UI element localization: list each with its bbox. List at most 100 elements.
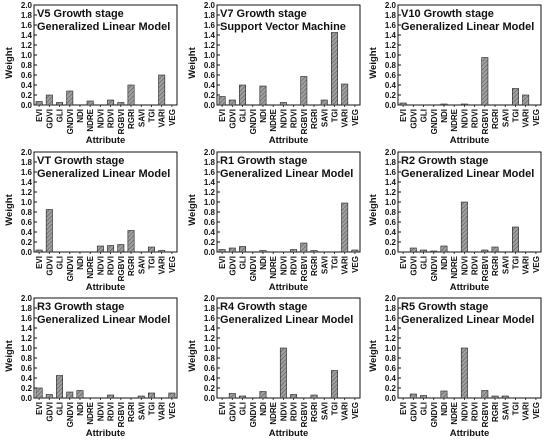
x-tick-label: EVI (35, 109, 44, 122)
y-tick-label: 0.8 (204, 354, 216, 363)
x-tick-label: RDVI (471, 402, 480, 421)
bar-vari (158, 250, 166, 253)
bar-gli (56, 375, 63, 399)
y-tick-label: 0.6 (204, 364, 216, 373)
bar-gli (420, 395, 427, 399)
bar-gdvi (409, 393, 417, 399)
y-tick-label: 2.0 (204, 294, 216, 303)
x-tick-label: VEG (351, 109, 360, 126)
bar-gndvi (66, 391, 74, 399)
bar-rgbvi (300, 76, 308, 106)
y-tick-label: 1.4 (204, 31, 216, 40)
plot-frame (397, 151, 542, 253)
x-tick-label: NDRE (86, 401, 95, 424)
x-tick-label: EVI (218, 256, 227, 269)
x-tick-label: GDVI (45, 402, 54, 422)
x-tick-label: EVI (399, 109, 408, 122)
y-tick-label: 0.6 (204, 218, 216, 227)
x-tick-label: GNDVI (249, 402, 258, 427)
x-tick-label: TGI (147, 256, 156, 269)
y-tick-label: 0.0 (385, 101, 397, 110)
x-tick-label: VARI (522, 402, 531, 421)
y-tick-label: 1.6 (21, 168, 33, 177)
y-tick-label: 1.2 (204, 41, 216, 50)
y-tick-label: 0.4 (204, 81, 216, 90)
bar-rgri (491, 395, 499, 399)
chart-panel-5: 0.00.20.40.60.81.01.21.41.61.82.0 R1 Grow… (187, 148, 361, 293)
x-tick-label: RGBVI (481, 256, 490, 281)
y-tick-label: 0.2 (204, 384, 216, 393)
y-tick-label: 2.0 (204, 1, 216, 10)
x-tick-label: VARI (341, 256, 350, 275)
x-tick-label: RGRI (310, 256, 319, 276)
bar-vari (522, 94, 530, 106)
chart-title: V7 Growth stage (220, 8, 307, 20)
bar-rgri (491, 246, 499, 253)
x-tick-label: TGI (330, 402, 339, 415)
y-tick-label: 0.2 (204, 91, 216, 100)
chart-panel-7: 0.00.20.40.60.81.01.21.41.61.82.0 R3 Grow… (4, 294, 178, 439)
x-tick-label: SAVI (137, 256, 146, 274)
x-tick-label: SAVI (501, 109, 510, 127)
chart-title: R2 Growth stage (401, 155, 488, 167)
x-tick-label: RDVI (107, 256, 116, 275)
bar-ndvi (460, 201, 468, 253)
x-tick-label: GNDVI (430, 256, 439, 281)
y-tick-label: 0.0 (204, 248, 216, 257)
y-tick-label: 1.4 (21, 324, 33, 333)
x-tick-label: VARI (158, 256, 167, 275)
x-tick-label: RGRI (310, 109, 319, 129)
chart-panel-1: 0.00.20.40.60.81.01.21.41.61.82.0 V5 Grow… (4, 1, 178, 146)
x-tick-label: RGRI (491, 256, 500, 276)
plot-frame (216, 151, 361, 253)
y-axis-label: Weight (368, 339, 379, 371)
y-tick-label: 0.6 (385, 218, 397, 227)
bar-rgbvi (117, 244, 125, 253)
x-tick-label: NDRE (450, 401, 459, 424)
bar-vari (341, 83, 349, 106)
x-axis-label: Attribute (86, 428, 126, 439)
bar-gli (239, 84, 246, 106)
chart-panel-3: 0.00.20.40.60.81.01.21.41.61.82.0 V10 Gro… (368, 1, 542, 146)
y-tick-label: 1.8 (21, 11, 33, 20)
plot-frame (397, 4, 542, 106)
x-tick-label: GLI (420, 402, 429, 415)
x-tick-label: VARI (341, 109, 350, 128)
bar-gli (239, 246, 246, 253)
bar-rgri (310, 394, 318, 399)
x-tick-label: VARI (341, 402, 350, 421)
bar-gndvi (66, 90, 74, 106)
x-tick-label: VARI (158, 402, 167, 421)
bar-savi (137, 395, 145, 399)
y-tick-label: 0.6 (21, 71, 33, 80)
x-tick-label: NDI (440, 109, 449, 123)
bar-rdvi (107, 99, 115, 106)
x-tick-label: VEG (168, 256, 177, 273)
y-tick-label: 1.0 (21, 51, 33, 60)
bar-evi (218, 249, 226, 253)
y-tick-label: 1.4 (204, 178, 216, 187)
y-tick-label: 0.8 (21, 61, 33, 70)
bar-gdvi (45, 394, 53, 399)
bar-rgri (127, 84, 135, 106)
x-tick-label: GNDVI (249, 109, 258, 134)
y-tick-label: 1.4 (385, 31, 397, 40)
y-tick-label: 0.2 (385, 91, 397, 100)
bar-gndvi (430, 250, 438, 253)
x-tick-label: RGBVI (300, 109, 309, 134)
x-tick-label: RGRI (491, 402, 500, 422)
y-tick-label: 1.8 (385, 11, 397, 20)
chart-panel-8: 0.00.20.40.60.81.01.21.41.61.82.0 R4 Grow… (187, 294, 361, 439)
x-tick-label: RGRI (491, 109, 500, 129)
bar-veg (168, 392, 176, 399)
x-tick-label: SAVI (137, 109, 146, 127)
x-tick-label: NDI (76, 256, 85, 270)
x-tick-label: NDI (76, 402, 85, 416)
chart-subtitle: Generalized Linear Model (401, 21, 534, 33)
y-tick-label: 0.4 (385, 228, 397, 237)
y-tick-label: 1.6 (385, 314, 397, 323)
bar-rgbvi (481, 390, 489, 399)
y-tick-label: 0.2 (385, 238, 397, 247)
chart-subtitle: Support Vector Machine (220, 21, 346, 33)
chart-panel-2: 0.00.20.40.60.81.01.21.41.61.82.0 V7 Grow… (187, 1, 361, 146)
